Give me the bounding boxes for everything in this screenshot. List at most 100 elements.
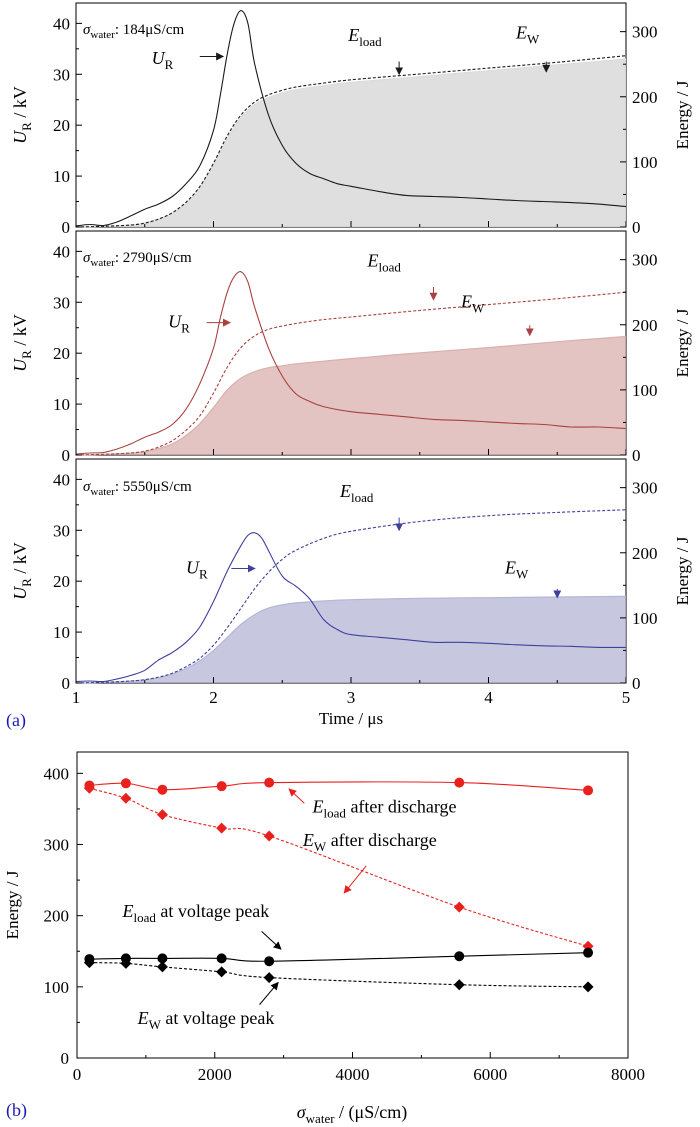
curve-label-u-r: UR (186, 558, 208, 582)
y-tick-label-right: 100 (632, 609, 658, 628)
data-point-e-w-at-voltage-peak (120, 957, 132, 969)
y-tick-label-left: 30 (53, 65, 70, 84)
curve-label-e-load: Eload (347, 25, 382, 49)
panel-a3: 0 10 20 30 40 0 100 200 300 1 2 3 4 5 UR Eload EW σwater… (10, 458, 692, 728)
series-ur-line (75, 271, 627, 455)
y-tick-label-left: 40 (53, 470, 70, 489)
y-tick-label-right: 300 (632, 23, 658, 42)
x-tick-label: 3 (347, 688, 356, 707)
curve-label-e-w: EW (460, 291, 485, 315)
y-axis-label-left: UR / kV (10, 86, 34, 144)
y-tick-label-right: 0 (632, 446, 641, 465)
y-tick-label: 0 (61, 1049, 70, 1068)
y-tick-label-right: 300 (632, 479, 658, 498)
data-point-e-load-at-voltage-peak (583, 947, 594, 958)
x-tick-label: 8000 (611, 1065, 645, 1084)
x-axis-label: Time / μs (319, 709, 383, 728)
series-ew-edge (75, 595, 627, 684)
data-point-e-load-after-discharge (583, 785, 594, 796)
y-tick-label: 200 (44, 907, 70, 926)
data-point-e-w-after-discharge (263, 830, 275, 842)
series-ur-line (75, 532, 627, 683)
y-tick-label-right: 200 (632, 88, 658, 107)
x-tick-label: 2 (209, 688, 218, 707)
x-tick-label: 2000 (198, 1065, 232, 1084)
data-point-e-w-at-voltage-peak (156, 961, 168, 973)
y-axis-label-left: UR / kV (10, 542, 34, 600)
x-tick-label: 0 (73, 1065, 82, 1084)
curve-label-u-r: UR (152, 48, 174, 72)
data-point-e-w-after-discharge (156, 809, 168, 821)
y-tick-label: 400 (44, 764, 70, 783)
x-tick-label: 4000 (336, 1065, 370, 1084)
plot-frame (76, 751, 629, 1059)
y-tick-label-left: 20 (53, 116, 70, 135)
data-point-e-w-at-voltage-peak (453, 979, 465, 991)
y-tick-label-right: 0 (632, 674, 641, 693)
x-tick-label: 6000 (473, 1065, 507, 1084)
y-axis-label-right: Energy / J (673, 80, 692, 149)
data-point-e-w-at-voltage-peak (582, 981, 594, 993)
y-tick-label-left: 0 (62, 218, 71, 237)
x-tick-label: 4 (484, 688, 493, 707)
y-tick-label-right: 200 (632, 316, 658, 335)
curve-label-e-load: Eload (339, 481, 374, 505)
y-tick-label-left: 40 (53, 14, 70, 33)
y-tick-label-left: 30 (53, 293, 70, 312)
series-ur-line (75, 10, 627, 227)
panel-a-label: (a) (6, 710, 26, 731)
plot-body: 0 10 20 30 40 0 100 200 300 UR Eload EW (53, 242, 658, 465)
data-point-e-load-after-discharge (216, 781, 227, 792)
data-point-e-load-at-voltage-peak (157, 953, 168, 964)
series-label: EW after discharge (302, 830, 437, 854)
curve-label-u-r: UR (168, 312, 190, 336)
data-point-e-w-at-voltage-peak (83, 957, 95, 969)
y-tick-label-left: 10 (53, 623, 70, 642)
plot-body: 0 10 20 30 40 0 100 200 300 UR Eload EW (53, 10, 658, 237)
sigma-annotation: σwater: 2790μS/cm (83, 250, 192, 269)
y-tick-label-right: 300 (632, 251, 658, 270)
y-tick-label-right: 200 (632, 544, 658, 563)
curve-label-e-w: EW (504, 558, 529, 582)
data-point-e-w-at-voltage-peak (263, 972, 275, 984)
data-point-e-load-at-voltage-peak (264, 956, 275, 967)
data-point-e-w-after-discharge (216, 822, 228, 834)
panel-b-label: (b) (6, 1100, 27, 1121)
series-ew-area (76, 596, 626, 683)
series-ew-edge (75, 335, 627, 456)
x-axis-label: σwater / (μS/cm) (297, 1102, 407, 1126)
series-ew-area (76, 336, 626, 455)
data-point-e-w-after-discharge (83, 782, 95, 794)
series-label: Eload at voltage peak (121, 901, 269, 925)
panel-a1: 0 10 20 30 40 0 100 200 300 UR Eload EW σwater: 184… (10, 2, 692, 237)
series-ew-area (76, 59, 626, 227)
label-arrow (259, 981, 279, 1005)
label-arrow (261, 930, 282, 950)
plot-body: 0 10 20 30 40 0 100 200 300 1 2 3 4 5 UR Eload EW (53, 470, 658, 707)
y-tick-label-right: 100 (632, 381, 658, 400)
y-tick-label-left: 30 (53, 521, 70, 540)
data-point-e-load-at-voltage-peak (216, 953, 227, 964)
y-tick-label-left: 0 (62, 674, 71, 693)
y-tick-label: 300 (44, 836, 70, 855)
curve-label-e-load: Eload (367, 251, 402, 275)
y-axis-label-left: UR / kV (10, 314, 34, 372)
data-point-e-w-after-discharge (120, 792, 132, 804)
y-axis-label-right: Energy / J (673, 308, 692, 377)
curve-label-e-w: EW (515, 23, 540, 47)
series-eload-line (75, 55, 627, 228)
sigma-annotation: σwater: 184μS/cm (83, 22, 184, 41)
y-tick-label-left: 10 (53, 167, 70, 186)
series-eload-line (75, 509, 627, 684)
data-point-e-load-after-discharge (120, 778, 131, 789)
x-tick-label: 5 (622, 688, 631, 707)
series-eload-line (75, 291, 627, 456)
series-ew-edge (75, 58, 627, 228)
data-point-e-load-at-voltage-peak (454, 951, 465, 962)
label-arrow (288, 788, 305, 804)
y-axis-label-right: Energy / J (673, 536, 692, 605)
y-tick-label: 100 (44, 978, 70, 997)
